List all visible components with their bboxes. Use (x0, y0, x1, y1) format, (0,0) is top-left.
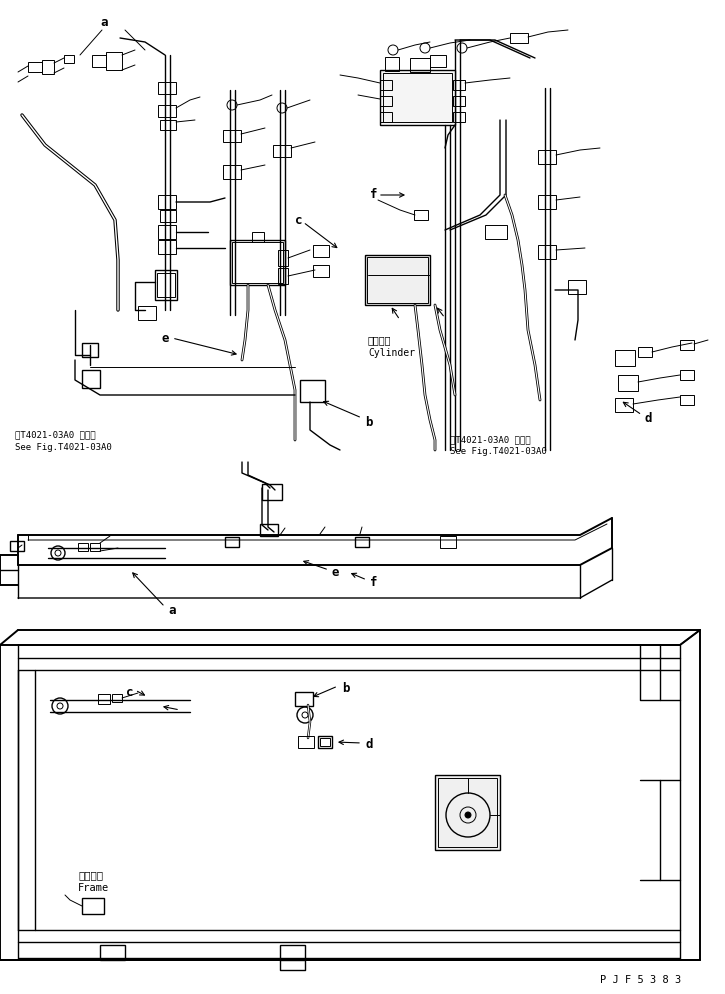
Bar (680, 370, 694, 380)
Bar (90, 543, 100, 551)
Bar (318, 736, 332, 748)
Bar (82, 370, 100, 388)
Bar (300, 380, 325, 402)
Text: b: b (365, 415, 373, 428)
Bar (538, 195, 556, 209)
Bar (158, 105, 176, 117)
Bar (64, 55, 74, 63)
Bar (618, 375, 638, 391)
Bar (430, 55, 446, 67)
Bar (380, 80, 392, 90)
Text: d: d (645, 412, 652, 424)
Text: Cylinder: Cylinder (368, 348, 415, 358)
Text: b: b (342, 682, 349, 695)
Bar (223, 130, 241, 142)
Bar (278, 250, 288, 266)
Bar (383, 73, 452, 122)
Bar (280, 945, 305, 960)
Bar (262, 484, 282, 500)
Bar (160, 210, 176, 222)
Text: a: a (168, 603, 175, 616)
Bar (414, 210, 428, 220)
Bar (138, 306, 156, 320)
Bar (380, 112, 392, 122)
Text: 第T4021-03A0 図参照: 第T4021-03A0 図参照 (450, 435, 531, 444)
Bar (298, 736, 314, 748)
Bar (538, 245, 556, 259)
Bar (260, 524, 278, 536)
Text: フレーム: フレーム (78, 870, 103, 880)
Bar (355, 537, 369, 547)
Text: P J F 5 3 8 3: P J F 5 3 8 3 (600, 975, 682, 985)
Bar (365, 255, 430, 305)
Bar (230, 240, 285, 285)
Text: e: e (162, 332, 170, 345)
Bar (410, 58, 430, 72)
Bar (313, 265, 329, 277)
Bar (106, 52, 122, 70)
Text: f: f (370, 576, 378, 588)
Bar (453, 80, 465, 90)
Bar (78, 543, 88, 551)
Bar (680, 395, 694, 405)
Bar (28, 62, 42, 72)
Bar (42, 60, 54, 74)
Bar (273, 145, 291, 157)
Bar (485, 225, 507, 239)
Text: シリンダ: シリンダ (368, 335, 392, 345)
Bar (98, 694, 110, 704)
Bar (160, 120, 176, 130)
Bar (453, 96, 465, 106)
Bar (158, 82, 176, 94)
Bar (155, 270, 177, 300)
Text: See Fig.T4021-03A0: See Fig.T4021-03A0 (450, 447, 547, 456)
Bar (680, 340, 694, 350)
Bar (538, 150, 556, 164)
Bar (453, 112, 465, 122)
Bar (440, 536, 456, 548)
Bar (223, 165, 241, 179)
Text: e: e (332, 566, 339, 579)
Bar (100, 945, 125, 960)
Bar (615, 350, 635, 366)
Bar (380, 70, 455, 125)
Bar (112, 694, 122, 702)
Bar (615, 398, 633, 412)
Circle shape (465, 812, 471, 818)
Bar (380, 96, 392, 106)
Bar (10, 541, 24, 551)
Bar (295, 692, 313, 706)
Text: c: c (295, 214, 302, 227)
Text: Frame: Frame (78, 883, 109, 893)
Text: f: f (370, 189, 378, 202)
Text: 第T4021-03A0 図参照: 第T4021-03A0 図参照 (15, 430, 96, 439)
Text: d: d (365, 739, 373, 751)
Text: See Fig.T4021-03A0: See Fig.T4021-03A0 (15, 442, 112, 451)
Text: c: c (126, 686, 133, 699)
Bar (438, 778, 497, 847)
Bar (158, 225, 176, 239)
Bar (320, 738, 330, 746)
Bar (510, 33, 528, 43)
Bar (92, 55, 106, 67)
Bar (82, 343, 98, 357)
Bar (568, 280, 586, 294)
Bar (313, 245, 329, 257)
Text: a: a (100, 16, 107, 29)
Bar (252, 232, 264, 242)
Bar (385, 57, 399, 71)
Bar (367, 257, 428, 303)
Bar (158, 195, 176, 209)
Bar (225, 537, 239, 547)
Bar (157, 273, 175, 297)
Bar (232, 242, 283, 283)
Bar (278, 268, 288, 284)
Bar (82, 898, 104, 914)
Bar (158, 240, 176, 254)
Bar (638, 347, 652, 357)
Bar (435, 775, 500, 850)
